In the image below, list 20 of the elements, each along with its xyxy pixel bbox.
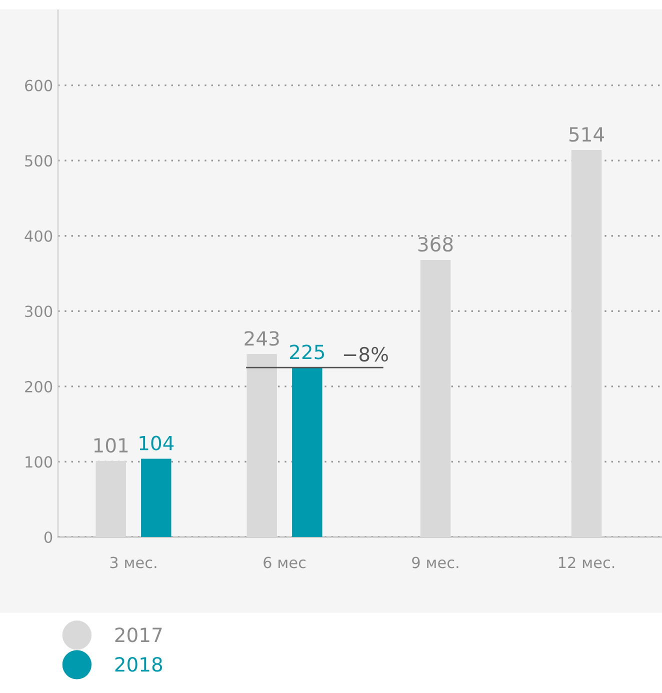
ref-line-label: −8% xyxy=(344,346,388,362)
y-tick-label: 200 xyxy=(25,380,52,392)
legend-label: 2018 xyxy=(115,657,162,672)
data-label: 514 xyxy=(569,127,604,142)
x-tick-label: 9 мес. xyxy=(412,556,458,568)
y-tick-label: 600 xyxy=(25,80,52,92)
data-label: 225 xyxy=(290,344,324,360)
y-tick-label: 500 xyxy=(25,155,52,167)
y-tick-label: 0 xyxy=(44,531,52,544)
data-label: 368 xyxy=(418,236,453,252)
x-tick-label: 3 мес. xyxy=(110,556,156,568)
data-label: 243 xyxy=(244,331,279,346)
data-label: 101 xyxy=(94,438,128,453)
y-tick-label: 300 xyxy=(25,306,52,318)
x-tick-label: 6 мес xyxy=(264,556,306,568)
y-tick-label: 400 xyxy=(24,230,52,242)
y-tick-label: 100 xyxy=(26,456,52,468)
data-label: 104 xyxy=(140,436,174,450)
legend-label: 2017 xyxy=(115,628,162,642)
x-tick-label: 12 мес. xyxy=(558,556,614,568)
